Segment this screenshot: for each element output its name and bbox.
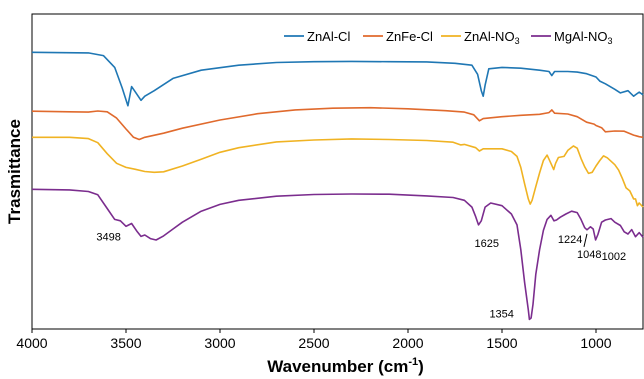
x-tick-label: 1500: [486, 335, 517, 351]
legend-label: MgAl-NO3: [554, 29, 612, 46]
peak-leader-line: [583, 233, 588, 247]
legend: ZnAl-Cl ZnFe-Cl ZnAl-NO3 MgAl-NO3: [284, 29, 612, 46]
legend-label: ZnAl-Cl: [307, 29, 350, 44]
peak-label: 3498: [96, 231, 120, 243]
series-line-1: [31, 51, 644, 107]
series-layer: [31, 51, 644, 321]
series-line-4: [31, 188, 644, 321]
x-tick-label: 2500: [298, 335, 329, 351]
legend-label: ZnFe-Cl: [386, 29, 433, 44]
peak-label: 1002: [602, 251, 626, 263]
y-axis-title: Trasmittance: [5, 119, 24, 224]
x-tick-label: 3000: [204, 335, 235, 351]
peak-label: 1048: [577, 249, 601, 261]
x-tick-label: 2000: [392, 335, 423, 351]
x-tick-label: 1000: [580, 335, 611, 351]
plot-frame: [31, 13, 644, 330]
annotation-layer: 3498 1625 1354 1224 1048 1002: [96, 231, 626, 320]
series-line-2: [31, 106, 644, 141]
series-line-3: [32, 136, 644, 208]
peak-label: 1354: [489, 308, 513, 320]
legend-label: ZnAl-NO3: [464, 29, 520, 46]
x-tick-label: 4000: [16, 335, 47, 351]
peak-label: 1625: [475, 238, 499, 250]
peak-label: 1224: [558, 234, 582, 246]
x-tick-label: 3500: [110, 335, 141, 351]
x-axis-title: Wavenumber (cm-1): [267, 356, 424, 376]
x-axis-ticks: 4000 3500 3000 2500 2000 1500 1000: [16, 329, 612, 351]
